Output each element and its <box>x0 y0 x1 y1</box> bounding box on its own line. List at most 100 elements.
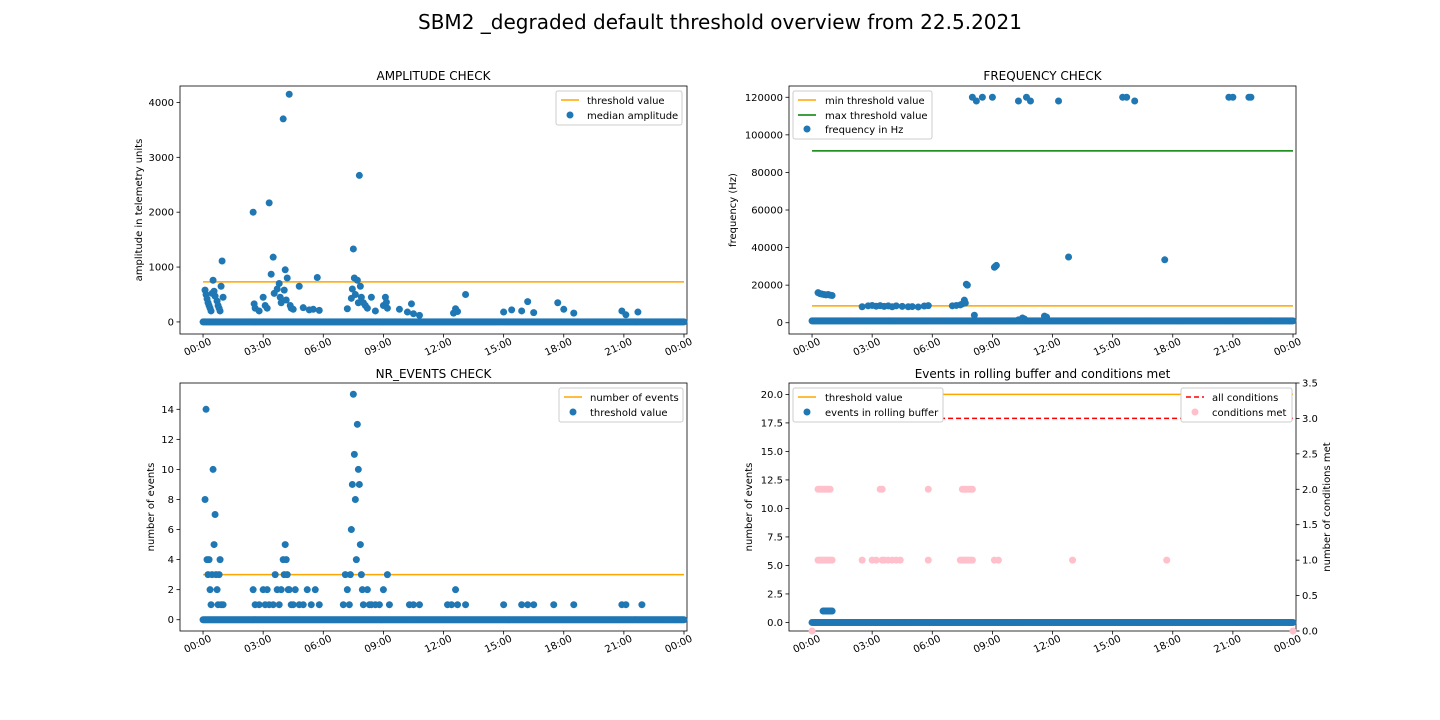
frequency-baseline-point <box>1289 317 1297 325</box>
nr_events-data-point <box>285 586 293 594</box>
amplitude-data-point <box>219 293 227 301</box>
rolling_buffer-axes-frame <box>788 382 1297 632</box>
nr_events-data-point <box>518 601 526 609</box>
nr_events-data-point <box>299 601 307 609</box>
rolling_buffer-conditions-point <box>896 556 904 564</box>
rolling_buffer-y-right-tick-label: 3.0 <box>1302 414 1318 425</box>
nr_events-data-point <box>315 601 323 609</box>
frequency-data-point <box>1247 93 1255 101</box>
nr-events-y-axis-label: number of events <box>146 463 157 552</box>
rolling_buffer-y-right-tick-label: 1.0 <box>1302 556 1318 567</box>
amplitude-data-point <box>269 253 277 261</box>
nr_events-data-point <box>271 571 279 579</box>
amplitude-data-point <box>357 293 365 301</box>
frequency-data-point <box>1026 97 1034 105</box>
nr_events-data-point <box>277 586 285 594</box>
nr-events-legend-line-label: number of events <box>590 393 679 404</box>
rolling-buffer-panel-title: Events in rolling buffer and conditions … <box>915 367 1171 381</box>
rolling_buffer-y-tick-label: 17.5 <box>761 418 783 429</box>
rolling-buffer-legend-all-conditions-label: all conditions <box>1212 393 1278 404</box>
amplitude-data-point <box>570 309 578 317</box>
rolling_buffer-y-right-tick-label: 0.5 <box>1302 591 1318 602</box>
rolling_buffer-y-tick-label: 12.5 <box>761 475 783 486</box>
nr_events-data-point <box>354 465 362 473</box>
nr_events-data-point <box>207 601 215 609</box>
amplitude-data-point <box>356 282 364 290</box>
rolling_buffer-y-right-tick-label: 3.5 <box>1302 379 1318 390</box>
rolling_buffer-y-tick-label: 2.5 <box>767 589 783 600</box>
rolling-buffer-legend-right-box <box>1180 387 1293 423</box>
rolling_buffer-conditions-point <box>1163 556 1171 564</box>
nr_events-data-point <box>311 586 319 594</box>
nr_events-data-point <box>209 465 217 473</box>
amplitude-legend-box <box>555 90 683 126</box>
amplitude-data-point <box>273 285 281 293</box>
rolling_buffer-conditions-point <box>968 556 976 564</box>
amplitude-data-point <box>395 305 403 313</box>
rolling-buffer-legend-left-box <box>792 387 944 423</box>
rolling_buffer-plot-area: 00:00 03:00 06:00 09:00 12:00 15:00 18:00 21:00… <box>761 379 1318 656</box>
rolling_buffer-conditions-point <box>1289 627 1297 635</box>
amplitude-data-point <box>315 306 323 314</box>
amplitude-data-point <box>259 293 267 301</box>
amplitude-data-point <box>634 308 642 316</box>
nr_events-data-point <box>358 586 366 594</box>
rolling-buffer-legend-right: all conditions conditions met <box>1180 387 1293 423</box>
frequency-y-tick-label: 0 <box>777 318 783 329</box>
rolling-buffer-y-axis-label: number of events <box>744 463 755 552</box>
amplitude-data-point <box>508 306 516 314</box>
amplitude-data-point <box>462 290 470 298</box>
rolling_buffer-conditions-point <box>808 627 816 635</box>
nr_events-data-point <box>454 601 462 609</box>
nr_events-data-point <box>215 571 223 579</box>
nr_events-data-point <box>282 556 290 564</box>
rolling_buffer-y-tick-label: 7.5 <box>767 532 783 543</box>
nr_events-data-point <box>255 601 263 609</box>
frequency-data-point <box>963 281 971 289</box>
frequency-data-point <box>1055 97 1063 105</box>
frequency-y-tick-label: 40000 <box>751 243 783 254</box>
frequency-data-point <box>1131 97 1139 105</box>
nr_events-data-point <box>341 571 349 579</box>
amplitude-axes-frame <box>179 85 688 335</box>
amplitude-data-point <box>348 285 356 293</box>
rolling-buffer-legend-points-swatch <box>803 408 811 416</box>
nr_events-data-point <box>249 586 257 594</box>
nr_events-data-point <box>349 390 357 398</box>
nr_events-data-point <box>530 601 538 609</box>
amplitude-data-point <box>207 307 215 315</box>
frequency-data-point <box>1161 256 1169 264</box>
nr_events-baseline-point <box>680 616 688 624</box>
frequency-data-point <box>970 311 978 319</box>
nr_events-data-point <box>524 601 532 609</box>
frequency-data-point <box>988 93 996 101</box>
amplitude-data-point <box>518 307 526 315</box>
frequency-legend: min threshold value max threshold value … <box>792 90 933 140</box>
amplitude-data-point <box>409 310 417 318</box>
frequency-data-point <box>914 303 922 311</box>
amplitude-data-point <box>560 305 568 313</box>
frequency-y-tick-label: 100000 <box>745 130 783 141</box>
rolling_buffer-y-right-tick-label: 0.0 <box>1302 627 1318 638</box>
nr_events-data-point <box>622 601 630 609</box>
nr_events-data-point <box>202 405 210 413</box>
rolling_buffer-conditions-point <box>1069 556 1077 564</box>
amplitude-data-point <box>415 311 423 319</box>
rolling-buffer-legend-left: threshold value events in rolling buffer <box>792 387 944 423</box>
nr_events-y-tick-label: 0 <box>168 615 174 626</box>
nr-events-check-panel: NR_EVENTS CHECK number of events 00:00 03… <box>146 367 694 656</box>
frequency-y-tick-label: 60000 <box>751 206 783 217</box>
frequency-y-tick-label: 80000 <box>751 168 783 179</box>
rolling_buffer-y-tick-label: 20.0 <box>761 390 783 401</box>
rolling-buffer-legend-threshold-label: threshold value <box>825 393 903 404</box>
frequency-legend-points-label: frequency in Hz <box>825 125 903 136</box>
amplitude-data-point <box>295 282 303 290</box>
nr_events-data-point <box>291 586 299 594</box>
rolling_buffer-conditions-point <box>878 485 886 493</box>
rolling-buffer-right-y-axis-label: number of conditions met <box>1322 442 1333 572</box>
nr-events-legend-points-label: threshold value <box>590 408 668 419</box>
frequency-y-axis-label: frequency (Hz) <box>728 173 739 247</box>
nr_events-data-point <box>348 480 356 488</box>
frequency-data-point <box>1014 97 1022 105</box>
nr-events-legend: number of events threshold value <box>558 387 684 423</box>
